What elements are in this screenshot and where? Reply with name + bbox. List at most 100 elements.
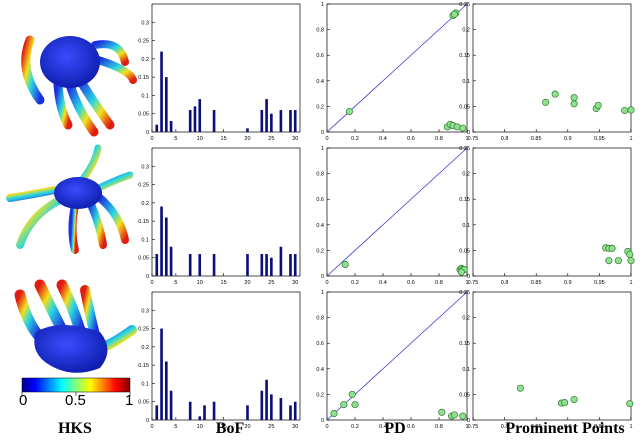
y-tick-label: 0.05 <box>459 392 470 398</box>
y-tick-label: 0.15 <box>459 53 470 59</box>
pd-row-3-panel: 00.20.40.60.810 0.2 0.4 0.6 0.8 1 <box>316 290 468 430</box>
y-tick-label: 0.4 <box>316 79 324 85</box>
data-point <box>459 124 467 132</box>
y-tick-label: 0.25 <box>459 146 470 152</box>
pd-row-1-panel: 00.20.40.60.810 0.2 0.4 0.6 0.8 1 <box>316 2 468 142</box>
x-tick-label: 0 <box>325 136 328 142</box>
x-tick-label: 25 <box>268 424 274 430</box>
y-tick-label: 0.8 <box>316 172 324 178</box>
x-tick-label: 30 <box>292 136 298 142</box>
bof-row-3-panel: 0 0.05 0.1 0.15 0.2 0.25 0.3 0 5 10 15 20 25 30 <box>138 291 301 430</box>
data-point <box>561 399 569 407</box>
y-tick-label: 0.1 <box>462 367 470 373</box>
x-tick-label: 5 <box>174 424 177 430</box>
column-label-bof: BoF <box>215 420 245 437</box>
column-label-pd: PD <box>384 420 406 437</box>
data-point <box>626 250 634 259</box>
x-tick-label: 1 <box>465 280 468 286</box>
bar <box>260 254 264 276</box>
colorbar-max-label: 1 <box>125 392 134 409</box>
y-tick-label: 0.25 <box>138 327 149 333</box>
bof-row-3-axes-box <box>151 291 301 421</box>
y-tick-label: 0 <box>467 418 470 424</box>
x-tick-label: 0.2 <box>351 424 359 430</box>
x-tick-label: 25 <box>268 280 274 286</box>
y-tick-label: 0.25 <box>138 39 149 45</box>
prominent-points-row-3-axes-box <box>472 291 632 421</box>
data-point <box>627 257 635 265</box>
y-tick-label: 1 <box>321 290 324 296</box>
prominent-points-row-1-panel: 0 0.05 0.1 0.15 0.2 0.25 0.75 0.8 0.85 0.9 0.95 1 <box>459 2 635 142</box>
bar <box>212 401 216 420</box>
bar <box>289 405 292 420</box>
bar <box>293 254 297 276</box>
bar <box>165 217 168 276</box>
x-tick-label: 0.4 <box>379 424 387 430</box>
bar <box>279 246 283 276</box>
bar <box>165 77 168 132</box>
x-tick-label: 0.9 <box>564 280 572 286</box>
data-point <box>345 107 353 116</box>
x-tick-label: 0.85 <box>531 136 542 142</box>
data-point <box>450 10 458 18</box>
data-point <box>330 410 338 418</box>
y-tick-label: 0.6 <box>316 341 324 347</box>
data-point <box>621 106 629 115</box>
bar <box>289 254 292 276</box>
x-tick-label: 0.85 <box>531 424 542 430</box>
bof-row-2-axes-box <box>151 147 301 277</box>
x-tick-label: 10 <box>197 280 203 286</box>
bar <box>169 246 173 276</box>
x-tick-label: 0.6 <box>407 280 415 286</box>
y-tick-label: 0.3 <box>141 164 149 170</box>
bar <box>265 379 268 420</box>
x-tick-label: 0.6 <box>407 136 415 142</box>
y-tick-label: 0.15 <box>459 341 470 347</box>
y-tick-label: 0.6 <box>316 53 324 59</box>
data-point <box>570 395 578 404</box>
x-tick-label: 0.8 <box>435 424 443 430</box>
data-point <box>457 268 465 276</box>
data-point <box>570 94 578 102</box>
x-tick-label: 0 <box>325 280 328 286</box>
x-tick-label: 30 <box>292 424 298 430</box>
y-tick-label: 1 <box>321 146 324 152</box>
y-tick-label: 0.05 <box>138 400 149 406</box>
bar <box>169 390 173 420</box>
x-tick-label: 25 <box>268 136 274 142</box>
data-point <box>542 98 550 106</box>
hks-mesh-octopus-spread <box>6 144 134 254</box>
x-tick-label: 0.9 <box>564 136 572 142</box>
x-tick-label: 0 <box>150 424 153 430</box>
diagonal-line <box>326 291 468 421</box>
data-point <box>516 384 524 392</box>
bar <box>203 405 206 420</box>
x-tick-label: 1 <box>629 424 632 430</box>
hks-mesh-hand <box>14 279 137 373</box>
data-point <box>459 412 467 420</box>
y-tick-label: 0.8 <box>316 28 324 34</box>
x-tick-label: 15 <box>221 280 227 286</box>
data-point <box>614 257 622 265</box>
bar <box>265 254 268 276</box>
prominent-points-row-2-panel: 0 0.05 0.1 0.15 0.2 0.25 0.75 0.8 0.85 0.9 0.95 1 <box>459 146 635 286</box>
bar <box>246 405 249 420</box>
y-tick-label: 0.2 <box>141 201 149 207</box>
y-tick-label: 0.05 <box>459 104 470 110</box>
data-point <box>348 390 356 398</box>
prominent-points-row-1-axes-box <box>472 3 632 133</box>
y-tick-label: 0.15 <box>138 363 149 369</box>
x-tick-label: 0.2 <box>351 136 359 142</box>
bar <box>270 113 273 132</box>
x-tick-label: 0.8 <box>501 424 509 430</box>
bar <box>279 110 283 132</box>
data-point <box>594 101 602 109</box>
bar <box>260 110 264 132</box>
x-tick-label: 5 <box>174 280 177 286</box>
x-tick-label: 0.2 <box>351 280 359 286</box>
y-tick-label: 0.6 <box>316 197 324 203</box>
bar <box>260 390 264 420</box>
column-label-hks: HKS <box>58 420 92 437</box>
bar <box>155 405 159 420</box>
y-tick-label: 0.3 <box>141 20 149 26</box>
